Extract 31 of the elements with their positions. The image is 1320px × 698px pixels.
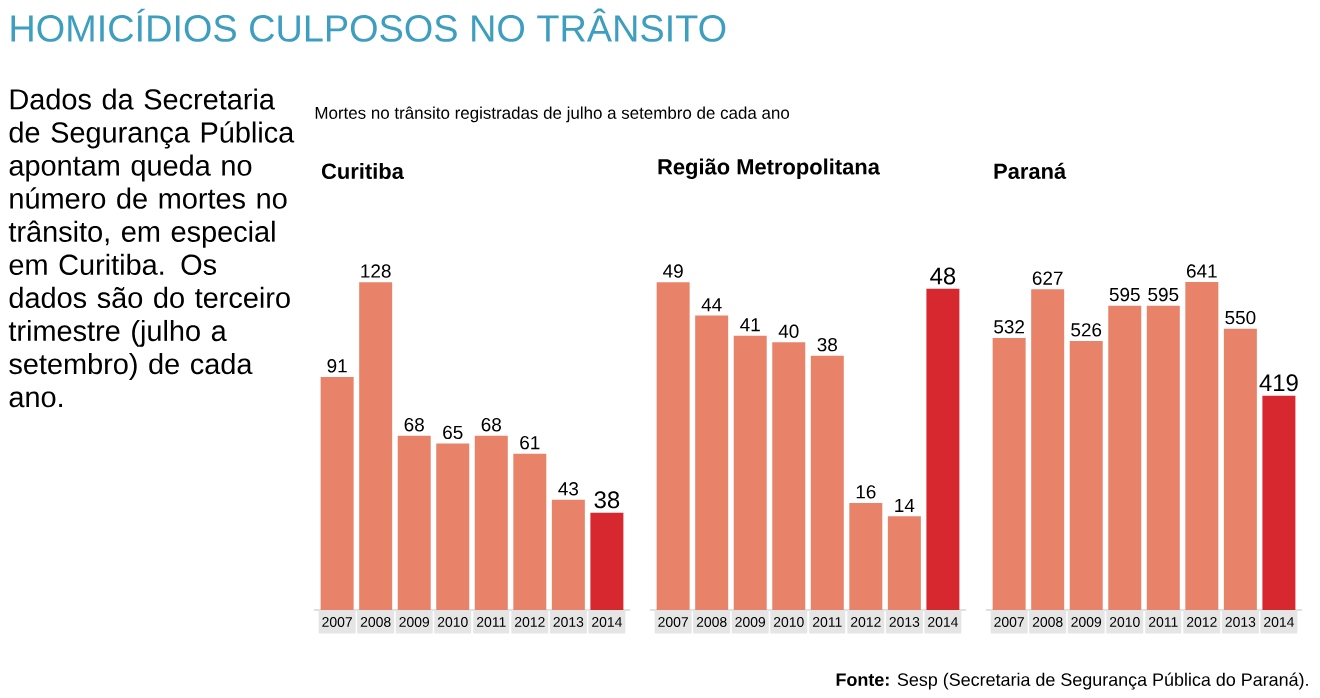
data-label: 641 (1187, 264, 1217, 278)
data-label: 68 (481, 418, 501, 432)
data-label: 595 (1109, 287, 1140, 302)
text: Fonte: Sesp (Secretaria de Segurança Pública do Paraná). (836, 672, 1308, 690)
data-label: 49 (663, 264, 683, 278)
data-label: 91 (327, 359, 347, 373)
data-label: 65 (443, 425, 463, 440)
data-label: 43 (558, 482, 579, 496)
data-label: 550 (1225, 310, 1256, 325)
chart-title: Região Metropolitana (658, 158, 881, 180)
data-label: 16 (856, 485, 876, 499)
data-label: 419 (1259, 374, 1298, 392)
data-label: 41 (740, 318, 760, 332)
chart-title: Paraná (994, 162, 1067, 179)
data-label: 128 (361, 264, 391, 278)
data-label: 44 (701, 298, 722, 312)
data-label: 48 (930, 267, 956, 285)
data-label: 61 (520, 435, 540, 450)
data-label: 38 (594, 491, 620, 509)
data-label: 40 (778, 324, 799, 338)
text: HOMICÍDIOS CULPOSOS NO TRÂNSITO (11, 8, 726, 42)
data-label: 627 (1032, 271, 1063, 285)
data-label: 68 (404, 418, 424, 432)
data-label: 14 (895, 498, 915, 512)
text: Mortes no trânsito registradas de julho a setembro de cada ano (315, 106, 790, 123)
data-label: 595 (1148, 287, 1179, 302)
data-label: 526 (1071, 323, 1102, 337)
data-label: 532 (994, 320, 1024, 334)
text: Dados da Secretaria de Segurança Pública apontam queda no número de mortes no trânsito, em especial em Curitiba. Os dados são do terceiro trimestre (julho a setembro) de cada ano. (8, 88, 295, 408)
chart-title: Curitiba (321, 162, 404, 179)
data-label: 38 (817, 337, 837, 352)
